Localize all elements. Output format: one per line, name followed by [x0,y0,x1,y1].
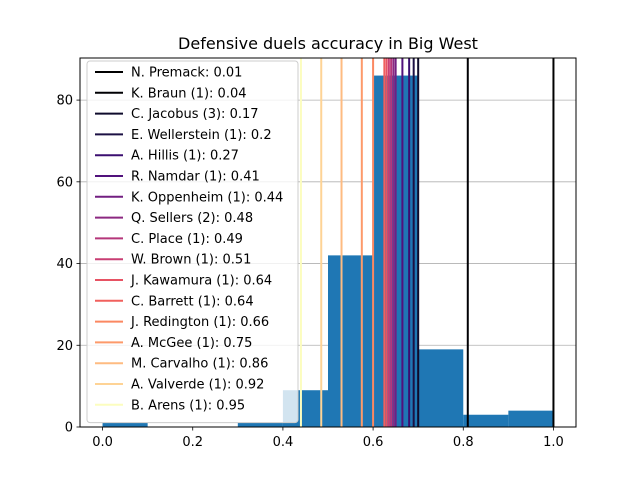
legend-label: W. Brown (1): 0.51 [131,253,251,268]
x-tick-label: 0.2 [182,435,203,450]
histogram-bar [102,422,148,427]
chart-title: Defensive duels accuracy in Big West [178,34,478,53]
histogram-bar [418,349,464,427]
histogram-bar [237,422,283,427]
legend-label: B. Arens (1): 0.95 [131,398,245,413]
legend-label: Q. Sellers (2): 0.48 [131,211,253,226]
legend-label: N. Premack: 0.01 [131,66,242,81]
player-marker-lines [299,58,555,427]
x-axis: 0.0 0.2 0.4 0.6 0.8 1.0 [92,427,564,450]
legend-label: C. Barrett (1): 0.64 [131,294,254,309]
legend-label: R. Namdar (1): 0.41 [131,170,260,185]
x-tick-label: 1.0 [543,435,564,450]
legend-label: J. Kawamura (1): 0.64 [130,274,272,289]
y-tick-label: 60 [56,175,73,190]
plot-frame [79,57,577,428]
x-tick-label: 0.6 [363,435,384,450]
histogram-bar [463,414,509,427]
x-tick-label: 0.4 [273,435,294,450]
y-axis: 0 20 40 60 80 [56,94,80,436]
legend-label: E. Wellerstein (1): 0.2 [131,128,272,143]
legend-box [86,60,299,424]
y-tick-label: 20 [56,339,73,354]
y-tick-label: 80 [56,94,73,109]
legend-label: C. Jacobus (3): 0.17 [131,107,259,122]
legend-label: J. Redington (1): 0.66 [130,315,269,330]
legend-label: C. Place (1): 0.49 [131,232,243,247]
y-tick-label: 40 [56,257,73,272]
legend-label: K. Braun (1): 0.04 [131,86,247,101]
histogram-bar [508,410,554,427]
x-tick-label: 0.0 [92,435,113,450]
legend-label: A. Valverde (1): 0.92 [131,378,264,393]
legend: N. Premack: 0.01 K. Braun (1): 0.04 C. Jac… [86,60,299,424]
histogram-bar [328,255,374,427]
legend-label: A. Hillis (1): 0.27 [131,149,239,164]
y-tick-label: 0 [65,421,73,436]
x-tick-label: 0.8 [453,435,474,450]
legend-label: M. Carvalho (1): 0.86 [131,357,268,372]
legend-label: A. McGee (1): 0.75 [131,336,252,351]
legend-label: K. Oppenheim (1): 0.44 [131,190,283,205]
